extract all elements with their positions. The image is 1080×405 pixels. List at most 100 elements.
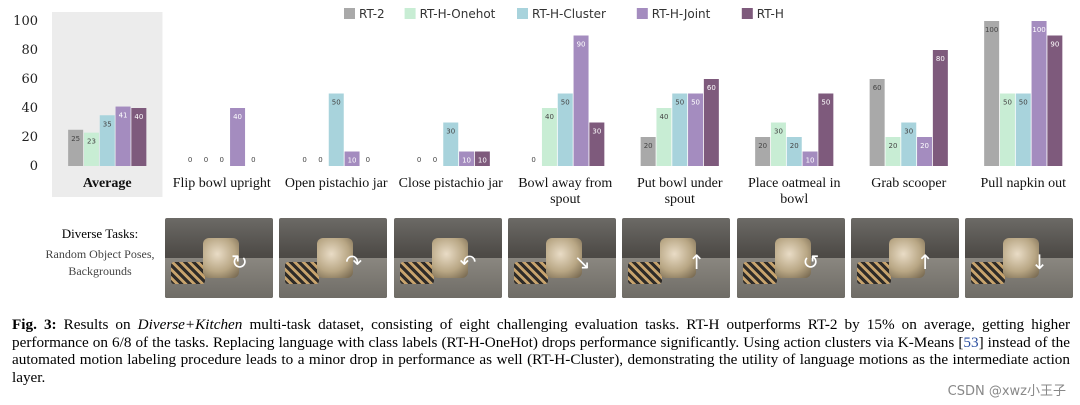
task-photo: ↑	[622, 218, 731, 298]
basket-shape	[742, 262, 777, 284]
bar-value-label: 20	[920, 142, 929, 150]
bar	[786, 137, 802, 166]
object-shape	[660, 238, 697, 278]
caption-dataset: Diverse+Kitchen	[137, 316, 243, 333]
motion-arrow-icon: ↻	[231, 250, 248, 274]
bar-value-label: 20	[758, 142, 767, 150]
task-photo: ↑	[850, 218, 959, 298]
y-tick-label: 100	[13, 14, 38, 29]
bar	[755, 137, 771, 166]
task-photo: ↻	[165, 218, 273, 298]
highlight-background	[52, 12, 163, 197]
bar	[917, 137, 933, 166]
bar	[344, 151, 360, 166]
caption-text-3: ] instead of the automated motion labeli…	[12, 333, 1070, 386]
caption-ref-link[interactable]: 53	[963, 333, 979, 351]
bar-value-label: 0	[318, 156, 322, 164]
bar	[999, 93, 1015, 166]
bar-value-label: 0	[220, 156, 224, 164]
bar-value-label: 10	[806, 157, 815, 165]
bar-value-label: 90	[577, 41, 586, 49]
category-label: spout	[665, 192, 695, 207]
y-tick-label: 20	[21, 130, 38, 145]
bar-value-label: 0	[302, 156, 306, 164]
legend-swatch	[344, 8, 355, 19]
y-tick-label: 40	[21, 101, 38, 116]
bar	[984, 21, 1000, 166]
task-photo: ↶	[393, 218, 502, 298]
task-photo: ↺	[736, 218, 845, 298]
bar-value-label: 100	[1032, 26, 1045, 34]
bar	[802, 151, 818, 166]
bar-value-label: 50	[332, 99, 341, 107]
y-tick-label: 0	[30, 159, 38, 174]
object-shape	[203, 238, 239, 278]
bar	[115, 106, 131, 166]
bar-value-label: 40	[233, 113, 242, 121]
legend-label: RT-H-Cluster	[532, 7, 606, 21]
bar	[885, 137, 901, 166]
bar	[818, 93, 834, 166]
object-shape	[1003, 238, 1040, 278]
motion-arrow-icon: ↶	[459, 250, 477, 274]
object-shape	[545, 238, 582, 278]
legend-swatch	[517, 8, 528, 19]
bar-value-label: 100	[985, 26, 998, 34]
bar	[83, 132, 99, 166]
bar-value-label: 60	[873, 84, 882, 92]
bar	[1031, 21, 1047, 166]
bar	[474, 151, 490, 166]
bar-value-label: 0	[251, 156, 255, 164]
bar	[557, 93, 573, 166]
bar	[541, 108, 557, 166]
bar	[230, 108, 246, 166]
bar-value-label: 80	[936, 55, 945, 63]
basket-shape	[971, 262, 1006, 284]
basket-shape	[285, 262, 320, 284]
bar	[688, 93, 704, 166]
bar-value-label: 40	[545, 113, 554, 121]
bar-value-label: 25	[71, 135, 80, 143]
motion-arrow-icon: ↑	[916, 250, 934, 274]
basket-shape	[171, 262, 205, 284]
task-photo: ↷	[279, 218, 388, 298]
basket-shape	[628, 262, 663, 284]
bar-value-label: 23	[87, 138, 96, 146]
bar	[131, 108, 147, 166]
bar-value-label: 40	[134, 113, 143, 121]
legend-label: RT-2	[359, 7, 385, 21]
bar	[443, 122, 459, 166]
bar	[99, 115, 115, 166]
bar-value-label: 10	[348, 157, 357, 165]
bar-value-label: 50	[821, 99, 830, 107]
object-shape	[431, 238, 468, 278]
bar-value-label: 30	[446, 128, 455, 136]
bar-value-label: 50	[691, 99, 700, 107]
bar	[672, 93, 688, 166]
bar	[901, 122, 917, 166]
bar-value-label: 30	[592, 128, 601, 136]
bar-value-label: 30	[904, 128, 913, 136]
bar	[573, 35, 589, 166]
bar	[68, 129, 84, 166]
watermark: CSDN @xwz小王子	[947, 384, 1066, 399]
category-label: Close pistachio jar	[399, 176, 504, 191]
basket-shape	[513, 262, 548, 284]
bar-value-label: 50	[561, 99, 570, 107]
bar-value-label: 20	[790, 142, 799, 150]
bar	[656, 108, 672, 166]
bar	[1047, 35, 1063, 166]
bar-value-label: 0	[188, 156, 192, 164]
bar-value-label: 90	[1050, 41, 1059, 49]
legend-swatch	[636, 8, 648, 19]
bar-value-label: 0	[204, 156, 208, 164]
diverse-tasks-label: Diverse Tasks: Random Object Poses, Back…	[40, 226, 160, 280]
task-photos-row: ↻ ↷ ↶ ↘ ↑ ↺ ↑ ↓	[0, 215, 1080, 305]
bar	[932, 50, 948, 166]
category-label: Bowl away from	[518, 176, 612, 191]
category-label: Open pistachio jar	[285, 176, 388, 191]
bar	[459, 151, 475, 166]
bar-value-label: 0	[366, 156, 370, 164]
bar-value-label: 0	[531, 156, 535, 164]
